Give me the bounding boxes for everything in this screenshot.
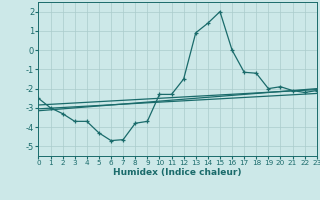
X-axis label: Humidex (Indice chaleur): Humidex (Indice chaleur) (113, 168, 242, 177)
